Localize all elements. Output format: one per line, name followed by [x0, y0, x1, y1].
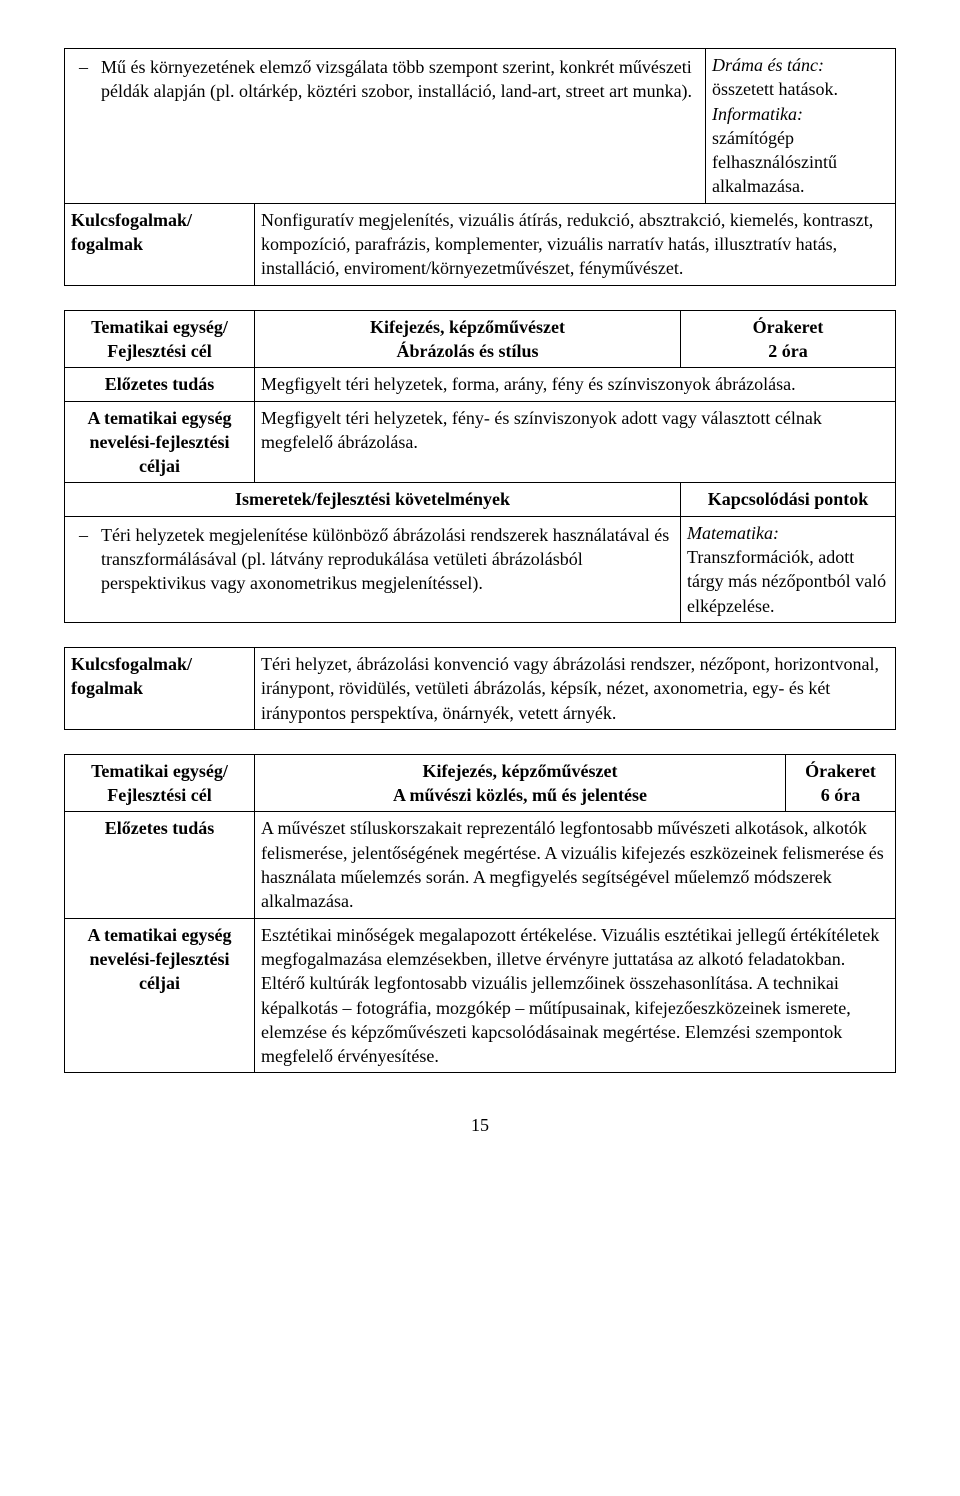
table-3: Kulcsfogalmak/ fogalmak Téri helyzet, áb… — [64, 647, 896, 730]
table-1: – Mű és környezetének elemző vizsgálata … — [64, 48, 896, 286]
t2-r1-c2a: Kifejezés, képzőművészet — [370, 317, 565, 337]
t2-r5-c1-text: Téri helyzetek megjelenítése különböző á… — [101, 523, 674, 596]
t1-row2-label: Kulcsfogalmak/ fogalmak — [65, 203, 255, 285]
t2-r5-c2: Matematika: Transzformációk, adott tárgy… — [681, 516, 896, 622]
t2-r1-c2b: Ábrázolás és stílus — [396, 341, 538, 361]
t4-r1-c2a: Kifejezés, képzőművészet — [423, 761, 618, 781]
dash: – — [71, 523, 101, 596]
t3-text: Téri helyzet, ábrázolási konvenció vagy … — [255, 647, 896, 729]
t2-r5-c2-i: Matematika: — [687, 523, 779, 543]
dash: – — [71, 55, 101, 104]
t2-r1-c3a: Órakeret — [753, 317, 824, 337]
t1-row1-right-i1: Dráma és tánc: — [712, 55, 824, 75]
t4-r3-c1: A tematikai egység nevelési-fejlesztési … — [65, 918, 255, 1073]
t2-r4-c2: Kapcsolódási pontok — [681, 483, 896, 516]
t1-row1-left-text: Mű és környezetének elemző vizsgálata tö… — [101, 55, 699, 104]
t2-r2-c1: Előzetes tudás — [65, 368, 255, 401]
table-4: Tematikai egység/ Fejlesztési cél Kifeje… — [64, 754, 896, 1074]
t2-r1-c2: Kifejezés, képzőművészet Ábrázolás és st… — [255, 310, 681, 368]
t4-r1-c3a: Órakeret — [805, 761, 876, 781]
t4-r1-c3: Órakeret 6 óra — [786, 754, 896, 812]
t4-r1-c2: Kifejezés, képzőművészet A művészi közlé… — [255, 754, 786, 812]
t2-r3-c1: A tematikai egység nevelési-fejlesztési … — [65, 401, 255, 483]
t2-r2-c2: Megfigyelt téri helyzetek, forma, arány,… — [255, 368, 896, 401]
t4-r1-c2b: A művészi közlés, mű és jelentése — [393, 785, 647, 805]
t1-row1-right-t1: összetett hatások. — [712, 79, 838, 99]
t1-row2-text: Nonfiguratív megjelenítés, vizuális átír… — [255, 203, 896, 285]
page-number: 15 — [64, 1113, 896, 1137]
t1-row1-right: Dráma és tánc: összetett hatások. Inform… — [706, 49, 896, 204]
t4-r2-c2: A művészet stíluskorszakait reprezentáló… — [255, 812, 896, 918]
t4-r1-c1: Tematikai egység/ Fejlesztési cél — [65, 754, 255, 812]
t2-r3-c2: Megfigyelt téri helyzetek, fény- és szín… — [255, 401, 896, 483]
t3-label: Kulcsfogalmak/ fogalmak — [65, 647, 255, 729]
t2-r1-c1: Tematikai egység/ Fejlesztési cél — [65, 310, 255, 368]
t1-row1-right-t2: számítógép felhasználószintű alkalmazása… — [712, 128, 837, 197]
t2-r5-c1: – Téri helyzetek megjelenítése különböző… — [65, 516, 681, 622]
t4-r2-c1: Előzetes tudás — [65, 812, 255, 918]
t1-row1-left: – Mű és környezetének elemző vizsgálata … — [65, 49, 706, 204]
t2-r1-c3: Órakeret 2 óra — [681, 310, 896, 368]
t1-row1-right-i2: Informatika: — [712, 104, 803, 124]
t2-r1-c3b: 2 óra — [768, 341, 808, 361]
t2-r4-c1: Ismeretek/fejlesztési követelmények — [65, 483, 681, 516]
t4-r3-c2: Esztétikai minőségek megalapozott értéke… — [255, 918, 896, 1073]
t2-r5-c2-t: Transzformációk, adott tárgy más nézőpon… — [687, 547, 886, 616]
table-2: Tematikai egység/ Fejlesztési cél Kifeje… — [64, 310, 896, 623]
t4-r1-c3b: 6 óra — [821, 785, 861, 805]
